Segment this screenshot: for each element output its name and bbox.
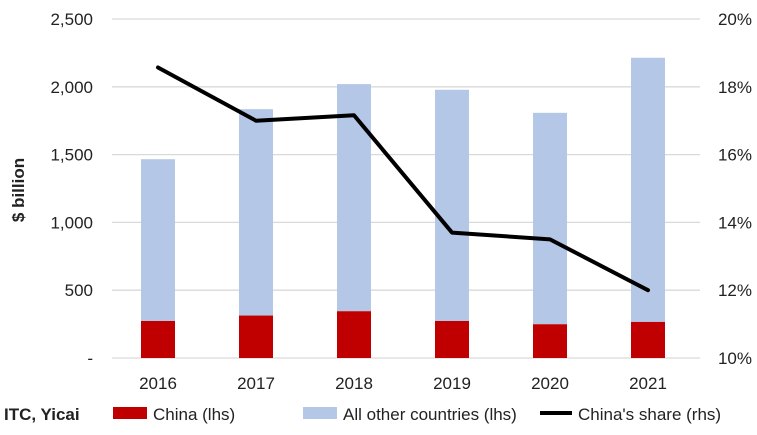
- bar-china: [141, 321, 175, 358]
- bar-other-countries: [533, 113, 567, 324]
- x-tick-label: 2016: [139, 374, 177, 393]
- y-tick-label: 1,000: [50, 213, 93, 232]
- y-tick-label: 1,500: [50, 146, 93, 165]
- bar-china: [239, 316, 273, 358]
- legend-label-china: China (lhs): [153, 405, 235, 424]
- y-tick-label: 500: [65, 281, 93, 300]
- y-axis-label: $ billion: [9, 158, 28, 222]
- bar-other-countries: [141, 159, 175, 321]
- legend-swatch-other-countries: [303, 407, 337, 419]
- x-tick-label: 2019: [433, 374, 471, 393]
- bar-other-countries: [435, 90, 469, 321]
- y2-tick-label: 18%: [718, 78, 752, 97]
- bar-china: [631, 322, 665, 358]
- x-tick-label: 2020: [531, 374, 569, 393]
- y2-tick-label: 14%: [718, 213, 752, 232]
- y2-tick-label: 20%: [718, 10, 752, 29]
- line-china-share: [158, 67, 648, 290]
- legend-swatch-china: [113, 407, 147, 419]
- source-label: ITC, Yicai: [4, 405, 80, 424]
- y-tick-label: 2,000: [50, 78, 93, 97]
- bar-china: [533, 324, 567, 358]
- y2-tick-label: 10%: [718, 349, 752, 368]
- y2-tick-label: 12%: [718, 281, 752, 300]
- y-tick-label: -: [87, 349, 93, 368]
- legend-label-other-countries: All other countries (lhs): [343, 405, 517, 424]
- y2-tick-label: 16%: [718, 146, 752, 165]
- x-tick-label: 2017: [237, 374, 275, 393]
- x-tick-label: 2021: [629, 374, 667, 393]
- bar-other-countries: [239, 109, 273, 315]
- y-tick-label: 2,500: [50, 10, 93, 29]
- legend-label-china-share: China's share (rhs): [578, 405, 721, 424]
- bar-china: [337, 311, 371, 358]
- bar-china: [435, 321, 469, 358]
- x-tick-label: 2018: [335, 374, 373, 393]
